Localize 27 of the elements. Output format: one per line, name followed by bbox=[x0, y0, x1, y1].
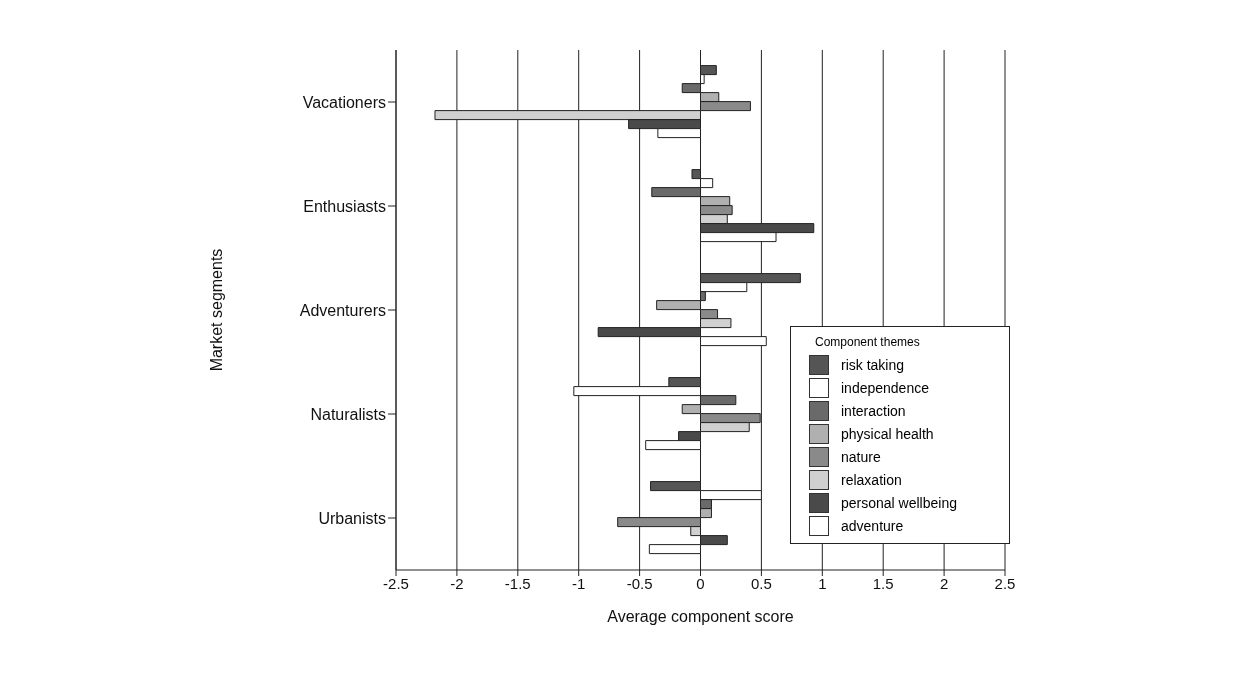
legend-label: physical health bbox=[841, 425, 934, 442]
y-tick-label: Vacationers bbox=[302, 93, 386, 111]
y-axis-title: Market segments bbox=[207, 248, 225, 372]
legend-title: Component themes bbox=[814, 335, 921, 349]
legend-label: nature bbox=[841, 448, 881, 465]
x-tick-label: -1.5 bbox=[504, 574, 531, 592]
x-axis-title: Average component score bbox=[607, 608, 794, 625]
legend-label: interaction bbox=[841, 402, 906, 419]
legend-label: relaxation bbox=[841, 471, 902, 488]
x-tick-label: -1 bbox=[572, 574, 586, 592]
legend-label: risk taking bbox=[841, 356, 905, 373]
x-tick-label: 1 bbox=[818, 574, 827, 592]
y-tick-label: Urbanists bbox=[318, 509, 386, 527]
x-tick-label: 0 bbox=[696, 574, 705, 592]
x-tick-label: -0.5 bbox=[626, 574, 653, 592]
x-tick-label: 1.5 bbox=[872, 574, 894, 592]
text: independence bbox=[841, 379, 929, 396]
x-tick-label: -2.5 bbox=[383, 574, 409, 592]
legend-label: personal wellbeing bbox=[841, 494, 957, 511]
text: adventure bbox=[841, 517, 904, 534]
y-tick-label: Naturalists bbox=[310, 405, 386, 423]
x-tick-label: 2.5 bbox=[994, 574, 1016, 592]
x-tick-label: 2 bbox=[939, 574, 949, 592]
x-tick-label: -2 bbox=[450, 574, 464, 592]
y-tick-label: Adventurers bbox=[299, 301, 386, 319]
x-tick-label: 0.5 bbox=[750, 574, 772, 592]
y-tick-label: Enthusiasts bbox=[303, 197, 386, 215]
